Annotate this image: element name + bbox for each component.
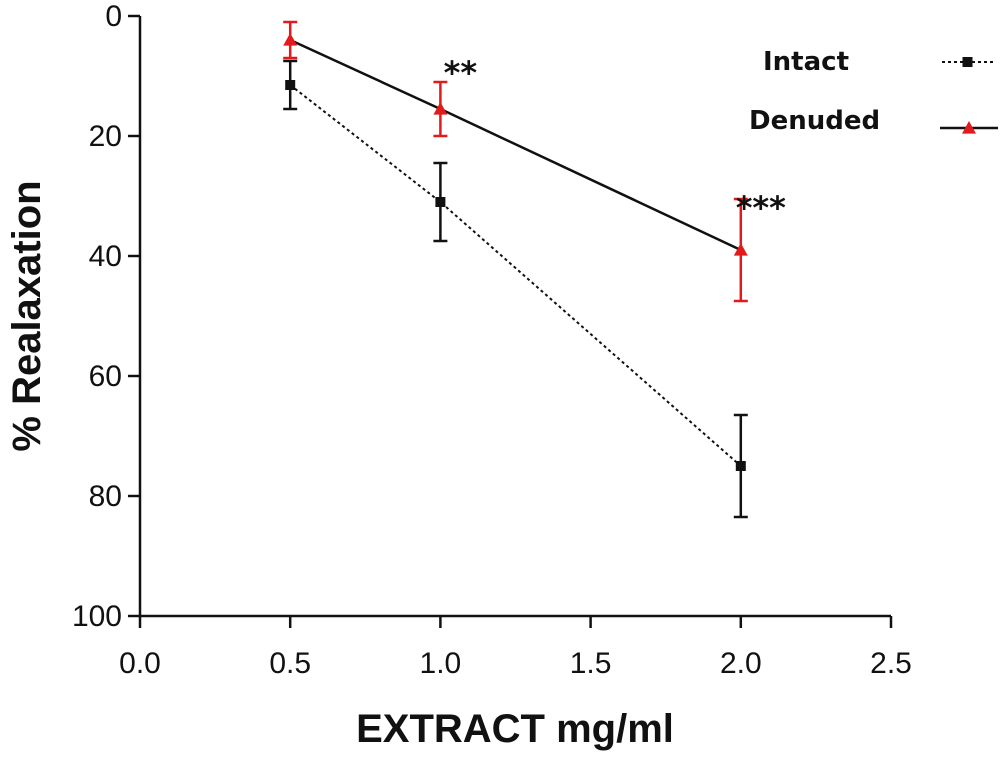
legend: Intact Denuded: [749, 47, 998, 136]
y-ticks: 0 20 40 60 80 100: [72, 0, 140, 633]
axes: [138, 16, 891, 618]
data-point: [435, 197, 446, 207]
y-tick-label: 0: [105, 0, 122, 33]
data-point: [735, 461, 746, 471]
y-tick-label: 40: [89, 240, 122, 273]
y-tick-label: 20: [89, 120, 122, 153]
series-intact: [283, 59, 748, 519]
x-tick-label: 2.0: [720, 647, 762, 680]
legend-label: Denuded: [749, 106, 880, 136]
legend-label: Intact: [763, 47, 849, 77]
x-tick-label: 0.0: [119, 647, 161, 680]
y-tick-label: 80: [89, 480, 122, 513]
series-layer: [283, 20, 748, 519]
legend-marker: [962, 57, 973, 67]
significance-annotation: ***: [736, 189, 786, 227]
data-point: [283, 33, 298, 46]
legend-item-intact: Intact: [763, 47, 993, 77]
legend-item-denuded: Denuded: [749, 106, 998, 136]
annotations-layer: *****: [444, 54, 787, 227]
data-point: [285, 80, 296, 90]
series-denuded: [283, 20, 748, 303]
x-tick-label: 0.5: [269, 647, 311, 680]
series-line: [289, 38, 742, 252]
x-tick-label: 1.0: [420, 647, 462, 680]
x-axis-title: EXTRACT mg/ml: [356, 707, 674, 751]
data-point: [433, 102, 448, 115]
data-point: [733, 243, 748, 256]
x-tick-label: 2.5: [870, 647, 912, 680]
legend-marker: [962, 121, 976, 134]
y-tick-label: 100: [72, 600, 122, 633]
series-line: [289, 84, 742, 467]
x-tick-label: 1.5: [570, 647, 612, 680]
y-axis-title: % Realaxation: [5, 180, 49, 451]
x-ticks: 0.0 0.5 1.0 1.5 2.0 2.5: [119, 616, 912, 680]
significance-annotation: **: [444, 54, 478, 92]
y-tick-label: 60: [89, 360, 122, 393]
